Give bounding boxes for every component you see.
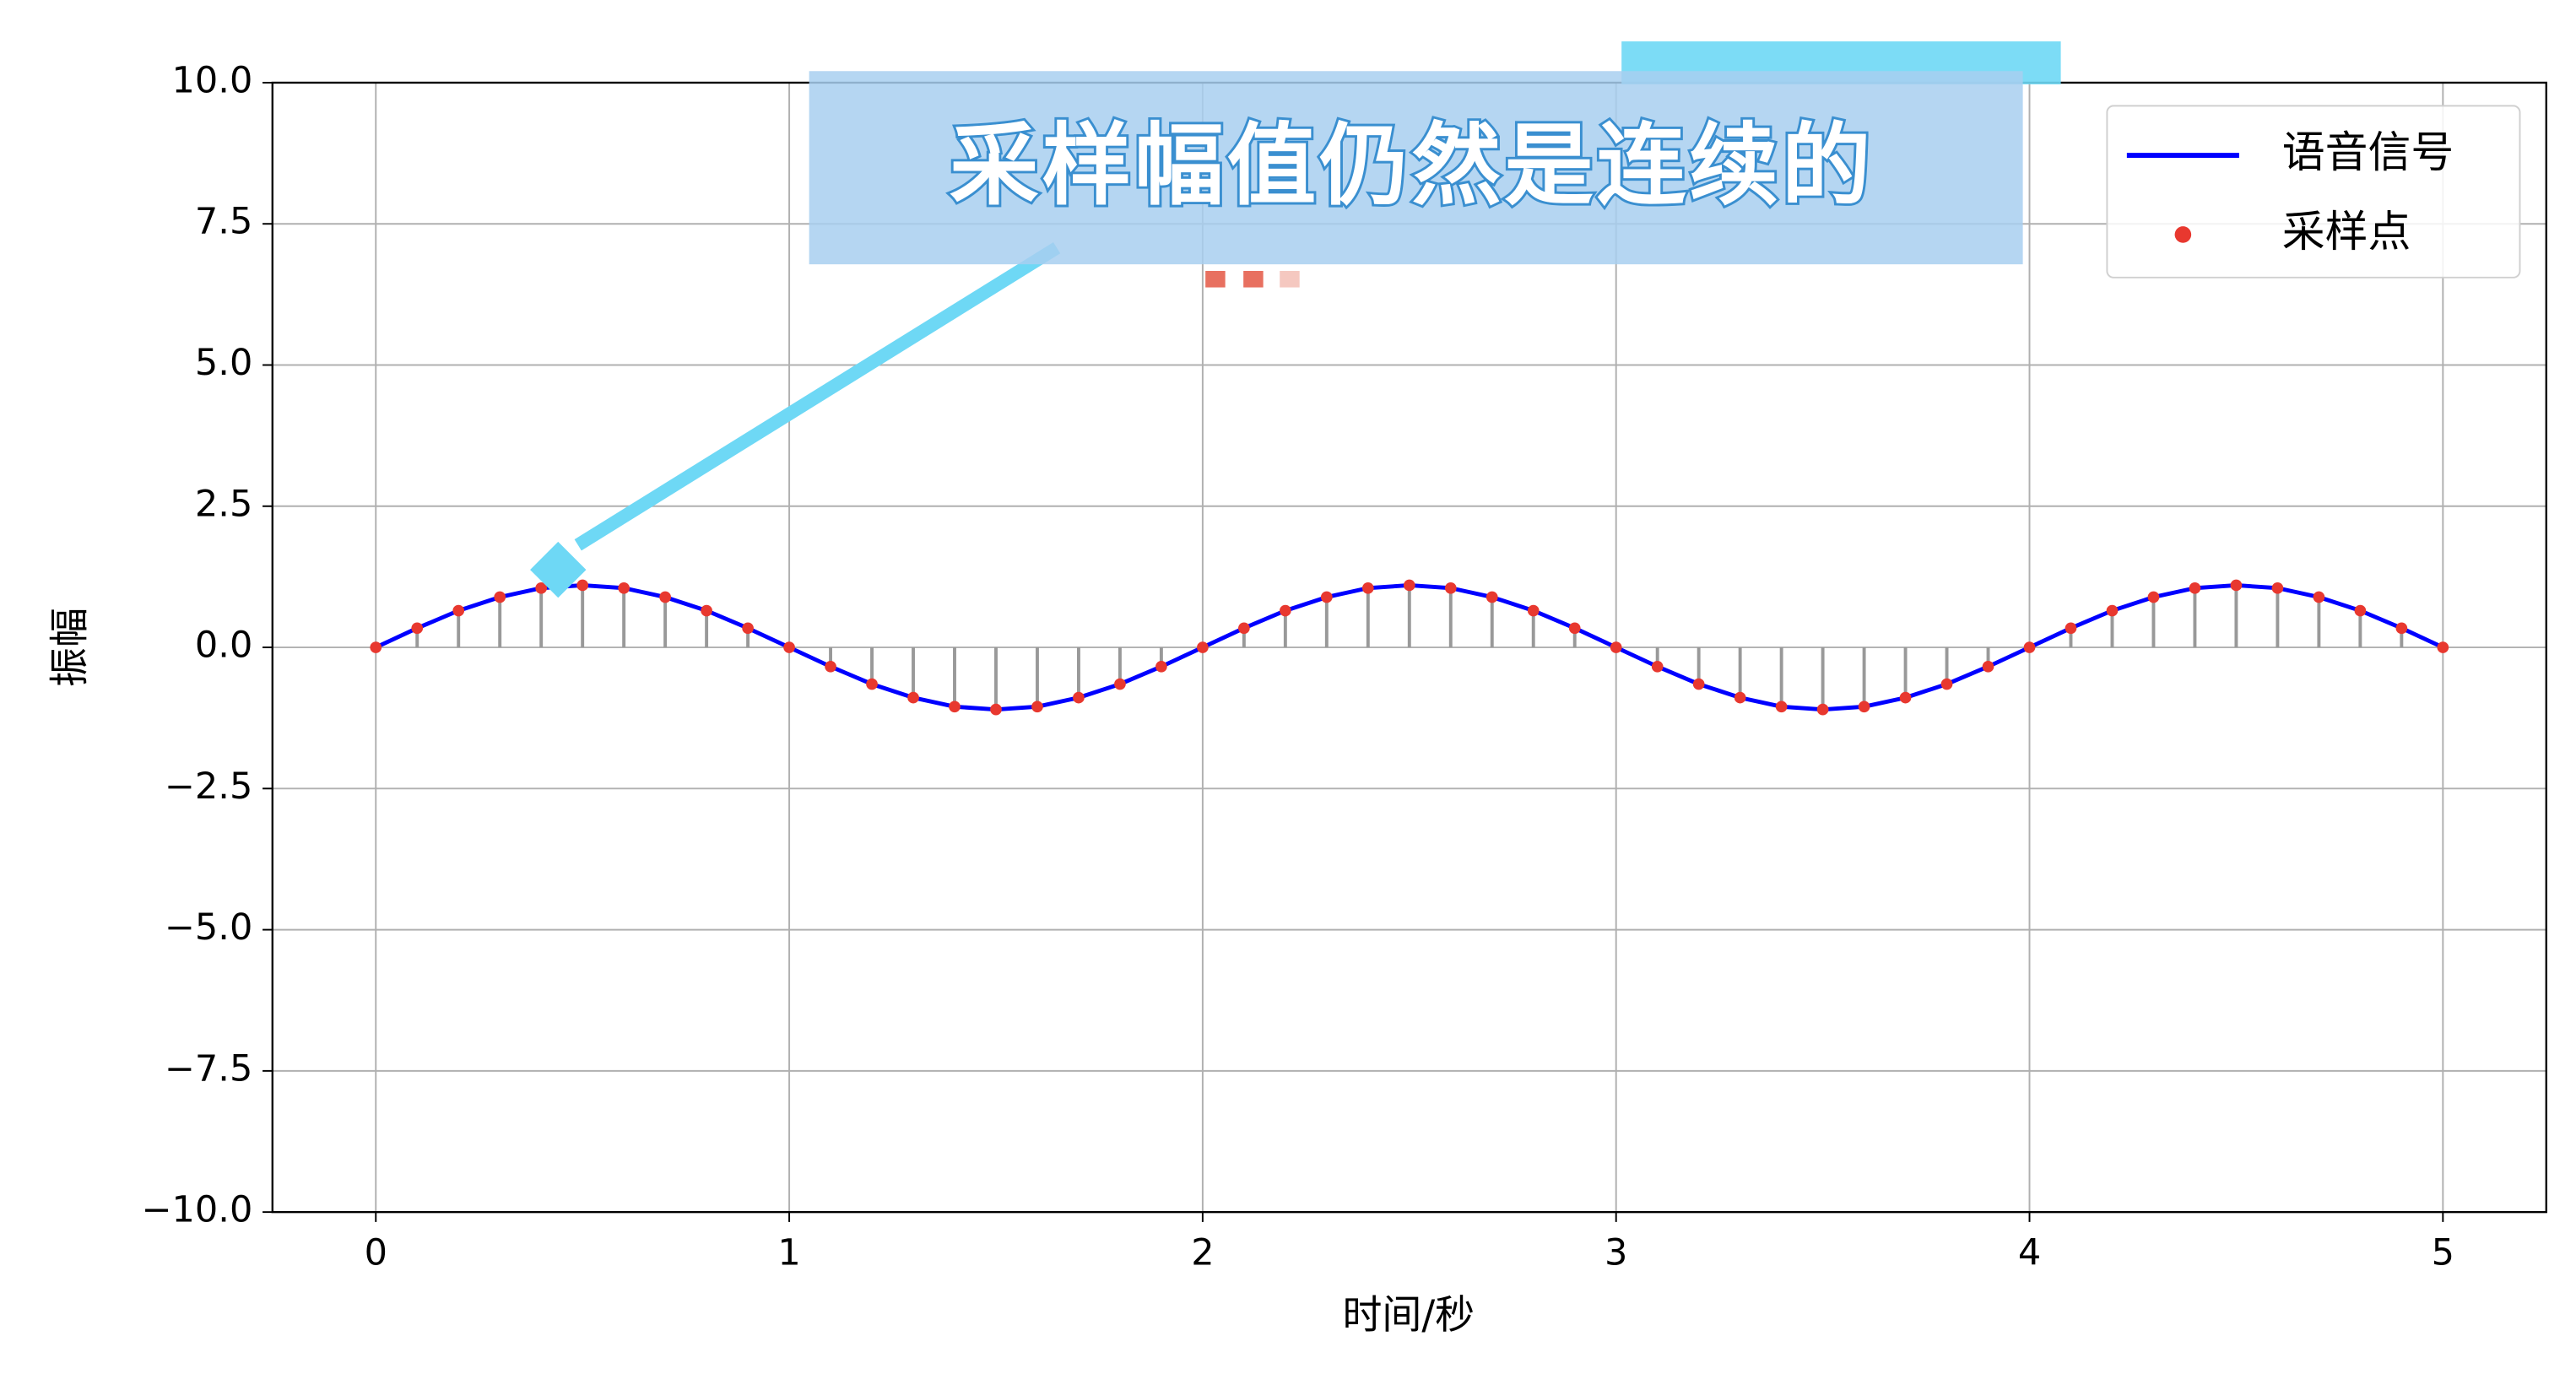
annotation: 采样幅值仍然是连续的: [530, 41, 2061, 598]
x-tick-label: 4: [2018, 1232, 2041, 1274]
sample-point: [1320, 591, 1333, 603]
legend-label: 语音信号: [2282, 127, 2454, 177]
x-tick-label: 2: [1191, 1232, 1214, 1274]
sample-point: [2437, 641, 2449, 653]
y-tick-label: −5.0: [165, 906, 253, 949]
sample-point: [2354, 604, 2367, 617]
sample-point: [2271, 582, 2284, 594]
sample-point: [701, 604, 712, 617]
banner: [809, 71, 2023, 265]
sample-point: [659, 591, 671, 603]
sample-point: [1073, 691, 1085, 704]
sample-point: [949, 701, 961, 713]
y-tick-label: 7.5: [195, 201, 252, 243]
sample-point: [783, 641, 795, 653]
sample-point: [2106, 604, 2119, 617]
y-tick-label: 2.5: [195, 483, 252, 525]
sample-point: [1361, 582, 1374, 594]
sample-point: [1403, 579, 1415, 592]
sample-point: [1858, 701, 1870, 713]
sample-point: [2313, 591, 2325, 603]
sample-point: [1568, 622, 1581, 635]
y-tick-label: −2.5: [165, 765, 253, 808]
sample-point: [1982, 660, 1994, 673]
sample-point: [1238, 622, 1250, 635]
sample-point: [452, 604, 465, 617]
sample-point: [2065, 622, 2077, 635]
sample-point: [1197, 641, 1209, 653]
x-tick-label: 0: [365, 1232, 387, 1274]
sample-point: [1775, 701, 1788, 713]
sample-point: [1155, 660, 1167, 673]
sample-point: [1280, 604, 1291, 617]
legend-box: [2106, 105, 2521, 279]
sample-point: [1651, 660, 1664, 673]
banner-text: 采样幅值仍然是连续的: [950, 113, 1874, 217]
sample-point: [1692, 678, 1705, 690]
sample-point: [1899, 691, 1912, 704]
dot-decor: [1205, 270, 1226, 288]
sample-point: [1610, 641, 1622, 653]
x-axis-label: 时间/秒: [1342, 1292, 1475, 1339]
dot-decor: [1243, 270, 1264, 288]
sample-point: [2395, 622, 2408, 635]
x-tick-label: 1: [777, 1232, 800, 1274]
sample-point: [2147, 591, 2160, 603]
y-tick-label: 0.0: [195, 625, 252, 667]
sample-point: [825, 660, 836, 673]
sample-point: [1031, 701, 1043, 713]
x-tick-label: 3: [1605, 1232, 1627, 1274]
x-tick-label: 5: [2432, 1232, 2454, 1274]
y-tick-label: −10.0: [141, 1189, 252, 1231]
sample-point: [1527, 604, 1540, 617]
sample-point: [866, 678, 878, 690]
sample-point: [2189, 582, 2201, 594]
pointer-line: [574, 241, 1061, 551]
y-axis-label: 振幅: [47, 608, 94, 687]
sample-point: [1114, 678, 1126, 690]
sample-point: [2230, 579, 2243, 592]
sample-point: [1486, 591, 1498, 603]
sample-point: [411, 622, 424, 635]
plot-area: −10.0 −7.5 −5.0 −2.5 0.0 2.5 5.0 7.5 10.0 0 1 2 3 4 5: [141, 59, 2547, 1274]
sample-point: [1734, 691, 1746, 704]
y-tick-label: 5.0: [195, 342, 252, 384]
sample-point: [2023, 641, 2036, 653]
sample-point: [990, 703, 1002, 716]
sample-point: [535, 582, 548, 594]
sample-point: [618, 582, 630, 594]
sample-point: [907, 691, 919, 704]
sample-point: [1816, 703, 1829, 716]
legend-swatch: [2174, 226, 2192, 243]
sample-point: [742, 622, 754, 635]
legend-label: 采样点: [2282, 207, 2411, 257]
sample-point: [576, 579, 589, 592]
pointer-diamond: [530, 541, 587, 598]
dot-decor: [1280, 270, 1300, 288]
y-tick-label: 10.0: [172, 59, 253, 101]
y-tick-label: −7.5: [165, 1047, 253, 1090]
sample-point: [1940, 678, 1953, 690]
sample-point: [370, 641, 382, 653]
sample-point: [1444, 582, 1457, 594]
sample-point: [494, 591, 506, 603]
